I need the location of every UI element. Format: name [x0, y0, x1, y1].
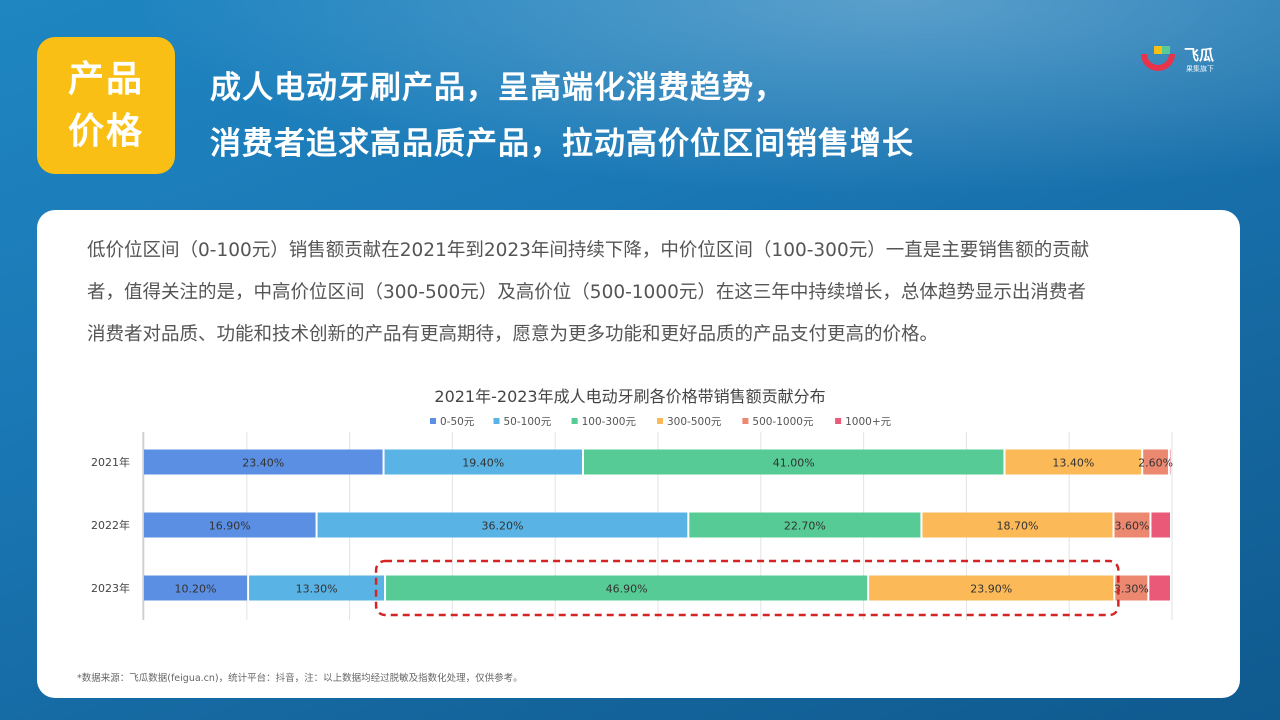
chart-bars: 23.40% 19.40% 41.00% 13.40% 2.60% 16.90% 36.20… — [144, 449, 1173, 601]
bar-data-label: 13.40% — [1052, 457, 1094, 470]
chart-legend: 0-50元 50-100元 100-300元 300-500元 500-1000元 100… — [430, 416, 892, 428]
section-tag-line2: 价格 — [67, 110, 144, 152]
y-tick-label: 2021年 — [91, 455, 130, 469]
legend-swatch — [742, 418, 749, 424]
bar-data-label: 2.60% — [1138, 457, 1173, 470]
legend-swatch — [430, 418, 436, 424]
bar-segment — [1114, 512, 1150, 538]
legend-swatch — [571, 418, 578, 424]
y-tick-label: 2023年 — [91, 581, 130, 595]
highlight-box — [374, 559, 1120, 617]
legend-label: 300-500元 — [667, 416, 722, 428]
headline-line1: 成人电动牙刷产品，呈高端化消费趋势， — [210, 70, 786, 106]
legend-label: 50-100元 — [504, 416, 552, 428]
description-line: 低价位区间（0-100元）销售额贡献在2021年到2023年间持续下降，中价位区… — [87, 240, 1090, 261]
description-text: 低价位区间（0-100元）销售额贡献在2021年到2023年间持续下降，中价位区… — [87, 230, 1217, 356]
bar-segment — [1005, 449, 1142, 475]
description-line: 消费者对品质、功能和技术创新的产品有更高期待，愿意为更多功能和更好品质的产品支付… — [87, 324, 939, 345]
legend-swatch — [835, 418, 842, 424]
bar-data-label: 23.90% — [970, 583, 1012, 596]
bar-segment — [384, 449, 582, 475]
section-tag-line1: 产品 — [67, 58, 144, 100]
chart-title: 2021年-2023年成人电动牙刷各价格带销售额贡献分布 — [434, 387, 825, 406]
bar-segment — [689, 512, 921, 538]
chart-y-labels: 2021年 2022年 2023年 — [91, 455, 130, 595]
bar-segment — [317, 512, 688, 538]
bar-data-label: 3.30% — [1114, 583, 1149, 596]
bar-data-label: 22.70% — [784, 520, 826, 533]
logo-name: 飞瓜 — [1184, 46, 1215, 64]
section-tag: 产品 价格 — [37, 37, 175, 174]
legend-swatch — [657, 418, 663, 424]
background-glow — [0, 0, 1280, 230]
content-card: 低价位区间（0-100元）销售额贡献在2021年到2023年间持续下降，中价位区… — [37, 210, 1240, 698]
bar-segment — [583, 449, 1004, 475]
bar-data-label: 23.40% — [242, 457, 284, 470]
legend-label: 500-1000元 — [752, 416, 814, 428]
bar-segment — [144, 512, 316, 538]
logo-subtitle: 果集旗下 — [1186, 65, 1214, 73]
price-band-chart: 2021年-2023年成人电动牙刷各价格带销售额贡献分布 0-50元 50-100… — [91, 387, 1173, 620]
bar-segment — [1169, 449, 1171, 475]
bar-segment — [1151, 512, 1170, 538]
bar-data-label: 46.90% — [606, 583, 648, 596]
description-line: 者，值得关注的是，中高价位区间（300-500元）及高价位（500-1000元）… — [87, 282, 1086, 303]
headline-line2: 消费者追求高品质产品，拉动高价位区间销售增长 — [210, 126, 914, 162]
legend-swatch — [493, 418, 500, 424]
bar-data-label: 16.90% — [209, 520, 251, 533]
bar-segment — [386, 575, 868, 601]
bar-data-label: 13.30% — [296, 583, 338, 596]
bar-data-label: 10.20% — [175, 583, 217, 596]
bar-data-label: 36.20% — [481, 520, 523, 533]
page-headline: 成人电动牙刷产品，呈高端化消费趋势， 消费者追求高品质产品，拉动高价位区间销售增… — [210, 60, 914, 172]
bar-segment — [1149, 575, 1170, 601]
bar-segment — [144, 449, 383, 475]
bar-data-label: 41.00% — [773, 457, 815, 470]
bar-segment — [249, 575, 385, 601]
bar-segment — [1115, 575, 1148, 601]
data-source-note: *数据来源：飞瓜数据(feigua.cn)，统计平台：抖音，注：以上数据均经过脱… — [77, 673, 523, 684]
legend-label: 0-50元 — [440, 416, 475, 428]
bar-segment — [922, 512, 1113, 538]
legend-label: 100-300元 — [582, 416, 637, 428]
legend-label: 1000+元 — [845, 416, 892, 428]
bar-data-label: 18.70% — [996, 520, 1038, 533]
bar-data-label: 3.60% — [1114, 520, 1149, 533]
y-tick-label: 2022年 — [91, 518, 130, 532]
bar-segment — [869, 575, 1114, 601]
bar-segment — [144, 575, 248, 601]
feigua-logo-icon — [1141, 46, 1175, 71]
bar-segment — [1143, 449, 1168, 475]
bar-data-label: 19.40% — [462, 457, 504, 470]
